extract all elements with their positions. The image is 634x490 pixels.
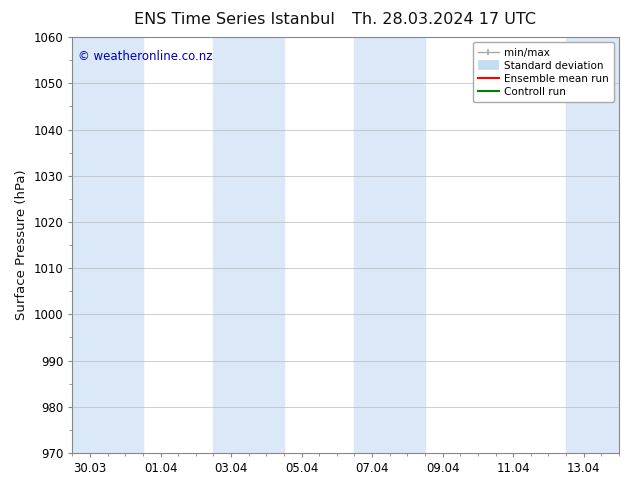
Legend: min/max, Standard deviation, Ensemble mean run, Controll run: min/max, Standard deviation, Ensemble me… bbox=[472, 42, 614, 102]
Bar bbox=[72, 37, 143, 453]
Bar bbox=[566, 37, 619, 453]
Bar bbox=[354, 37, 425, 453]
Text: Th. 28.03.2024 17 UTC: Th. 28.03.2024 17 UTC bbox=[352, 12, 536, 27]
Text: © weatheronline.co.nz: © weatheronline.co.nz bbox=[78, 49, 212, 63]
Text: ENS Time Series Istanbul: ENS Time Series Istanbul bbox=[134, 12, 335, 27]
Y-axis label: Surface Pressure (hPa): Surface Pressure (hPa) bbox=[15, 170, 28, 320]
Bar bbox=[214, 37, 284, 453]
